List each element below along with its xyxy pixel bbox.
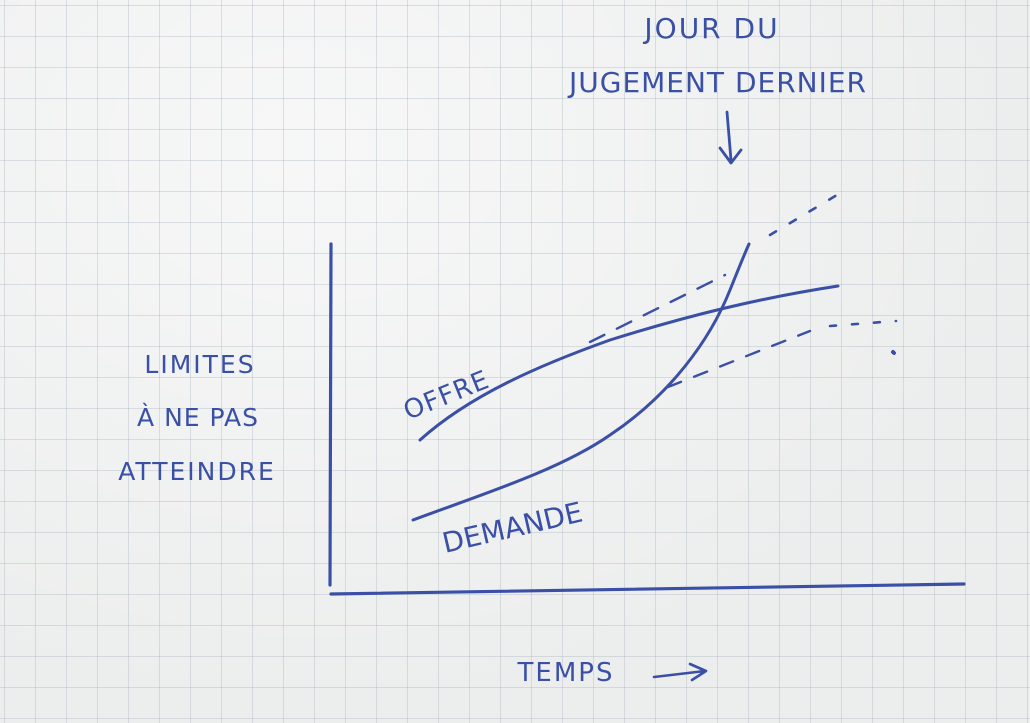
demand-curve — [411, 242, 751, 522]
time-arrow — [652, 662, 708, 682]
y-axis — [328, 242, 333, 587]
doomsday-arrow — [718, 110, 743, 165]
supply-curve — [418, 284, 840, 442]
lower-dotted-extension — [828, 319, 898, 328]
annotation-line2: JUGEMENT DERNIER — [567, 66, 867, 99]
supply-dashed-extension — [588, 273, 727, 344]
demand-curve-label: DEMANDE — [439, 496, 586, 560]
dotted-trail-dot — [891, 350, 896, 355]
y-axis-label-line2: À NE PAS — [137, 403, 259, 432]
y-axis-label-line3: ATTEINDRE — [118, 457, 276, 486]
x-axis-label: TEMPS — [517, 658, 615, 688]
upper-dotted-extension — [768, 190, 844, 237]
annotation-line1: JOUR DU — [642, 12, 779, 45]
y-axis-label-line1: LIMITES — [144, 350, 255, 379]
x-axis — [329, 582, 966, 596]
